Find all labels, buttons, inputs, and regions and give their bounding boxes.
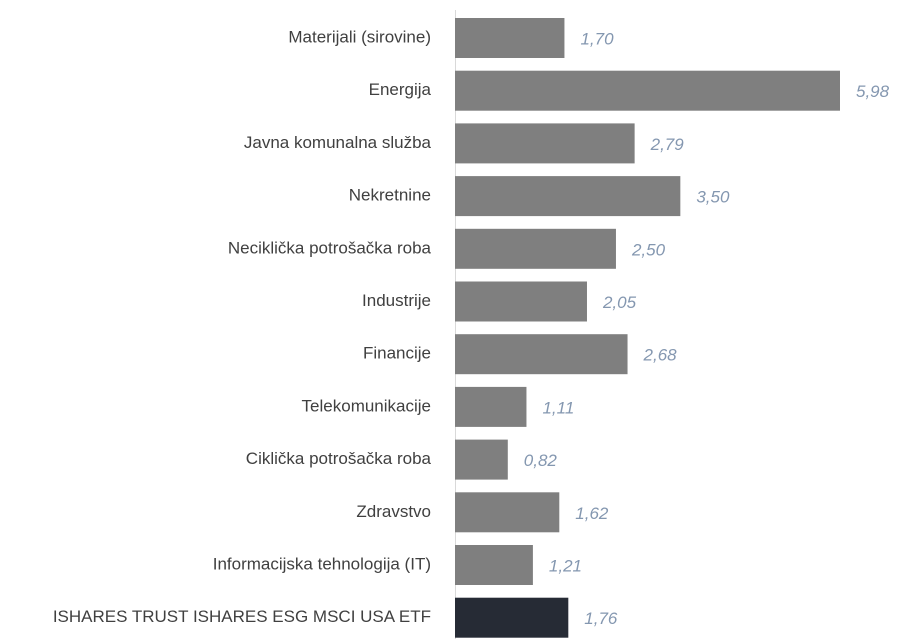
value-label: 1,70 [580, 29, 614, 48]
bar [455, 386, 527, 427]
category-label: Financije [363, 344, 431, 363]
category-label: Materijali (sirovine) [288, 27, 431, 46]
bar [455, 439, 508, 480]
value-label: 2,05 [602, 293, 637, 312]
category-label: Informacijska tehnologija (IT) [213, 554, 431, 573]
bar [455, 123, 635, 164]
bar [455, 18, 565, 58]
category-label: Industrije [362, 291, 431, 310]
bar [455, 545, 533, 585]
category-label: Zdravstvo [356, 502, 431, 521]
category-label: Telekomunikacije [302, 396, 431, 415]
value-label: 1,21 [549, 556, 582, 575]
bar [455, 281, 587, 322]
bar [455, 492, 560, 533]
value-label: 2,50 [631, 240, 666, 259]
bar [455, 176, 681, 217]
value-label: 2,79 [650, 135, 685, 154]
value-label: 5,98 [856, 82, 890, 101]
category-label: Ciklička potrošačka roba [246, 449, 432, 468]
category-label: Neciklička potrošačka roba [228, 238, 432, 257]
value-label: 1,11 [542, 398, 574, 417]
value-label: 1,76 [584, 609, 618, 628]
bar [455, 228, 616, 269]
value-label: 0,82 [524, 451, 558, 470]
value-label: 1,62 [575, 504, 609, 523]
category-label: ISHARES TRUST ISHARES ESG MSCI USA ETF [53, 607, 431, 626]
category-label: Nekretnine [349, 186, 431, 205]
value-label: 2,68 [643, 346, 678, 365]
bar [455, 70, 840, 111]
bar [455, 334, 628, 375]
value-label: 3,50 [696, 188, 730, 207]
category-label: Javna komunalna služba [244, 133, 432, 152]
category-label: Energija [369, 80, 432, 99]
bar [455, 597, 569, 638]
